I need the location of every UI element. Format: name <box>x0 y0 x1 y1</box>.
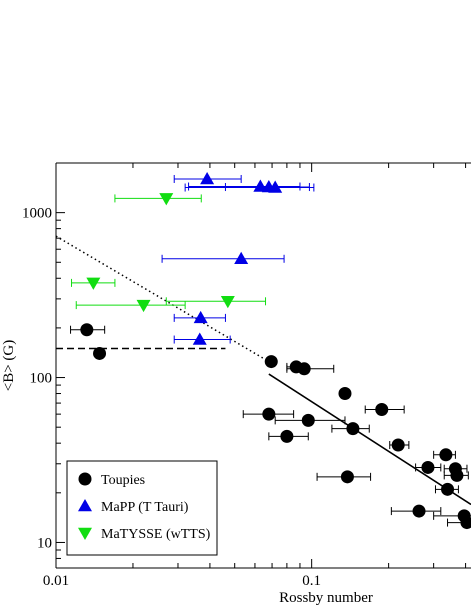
data-point <box>159 193 174 206</box>
data-point <box>412 504 426 518</box>
y-tick-label: 1000 <box>22 206 52 222</box>
data-point <box>220 296 235 309</box>
data-point <box>200 171 215 185</box>
data-point <box>301 413 315 427</box>
data-point <box>297 362 311 376</box>
legend-marker <box>78 499 92 512</box>
data-point <box>253 179 268 192</box>
fit-line-dotted <box>56 235 270 363</box>
data-point <box>192 332 207 345</box>
data-point <box>421 460 435 474</box>
data-point <box>457 509 471 523</box>
data-point <box>340 470 354 484</box>
data-point <box>262 407 276 421</box>
plot-area <box>56 171 471 530</box>
data-point <box>86 277 101 290</box>
legend-label: MaPP (T Tauri) <box>101 500 189 515</box>
x-axis-title: Rossby number <box>279 590 373 606</box>
legend: Toupies MaPP (T Tauri) MaTYSSE (wTTS) <box>66 460 218 556</box>
legend-box <box>66 460 218 556</box>
x-tick-label: 0.1 <box>302 573 321 589</box>
data-point <box>280 429 294 443</box>
series-2 <box>71 193 267 313</box>
legend-marker <box>78 527 92 540</box>
y-axis-title: <B> (G) <box>1 340 17 392</box>
data-point <box>450 468 464 482</box>
data-point <box>80 323 94 337</box>
data-point <box>338 387 352 401</box>
data-point <box>264 355 278 369</box>
data-point <box>391 438 405 452</box>
axes: 0.01 0.1 10 100 1000 Rossby number <B> (G) <box>1 162 471 606</box>
legend-label: MaTYSSE (wTTS) <box>101 527 211 542</box>
data-point <box>136 299 151 313</box>
legend-marker <box>78 472 92 486</box>
data-point <box>193 310 208 324</box>
data-point <box>346 422 360 436</box>
data-point <box>439 448 453 462</box>
data-point <box>93 346 107 360</box>
fit-line-solid <box>268 373 471 506</box>
series-0 <box>70 323 471 530</box>
y-tick-label: 10 <box>37 535 52 551</box>
data-point <box>441 482 455 496</box>
data-point <box>375 403 389 417</box>
data-point <box>268 180 283 193</box>
x-tick-label: 0.01 <box>43 573 69 589</box>
legend-label: Toupies <box>101 473 145 488</box>
y-tick-label: 100 <box>30 371 53 387</box>
data-point <box>234 251 249 265</box>
series-1 <box>161 171 315 345</box>
